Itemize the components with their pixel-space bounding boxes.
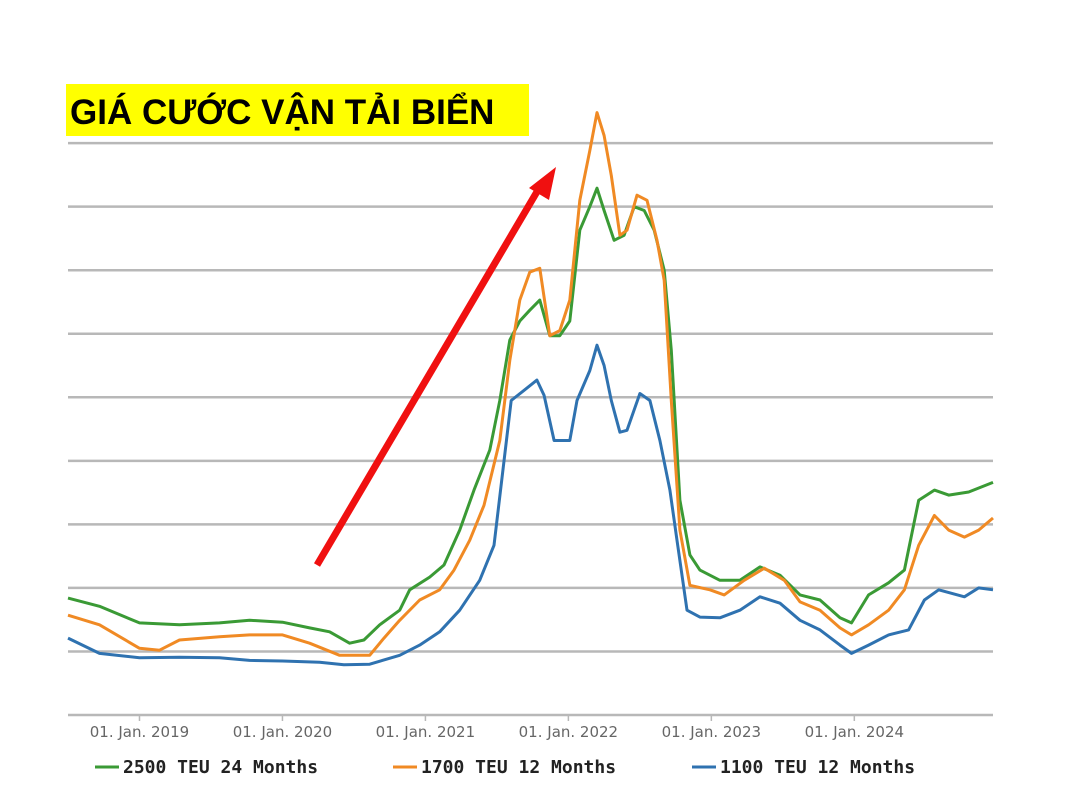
x-tick-label: 01. Jan. 2023 — [662, 723, 761, 741]
arrow-shaft — [313, 188, 542, 567]
chart-title: GIÁ CƯỚC VẬN TẢI BIỂN — [70, 92, 494, 132]
legend-label: 1700 TEU 12 Months — [421, 757, 616, 778]
x-tick-label: 01. Jan. 2020 — [233, 723, 332, 741]
arrow-head — [529, 167, 556, 200]
title-highlight — [66, 84, 529, 136]
legend-label: 1100 TEU 12 Months — [720, 757, 915, 778]
series-line — [67, 186, 994, 645]
x-tick-label: 01. Jan. 2022 — [519, 723, 618, 741]
arrow — [313, 167, 556, 567]
legend: 2500 TEU 24 Months 1700 TEU 12 Months 1100… — [95, 757, 915, 778]
grid — [68, 141, 993, 717]
x-tick-label: 01. Jan. 2024 — [805, 723, 904, 741]
x-tick-label: 01. Jan. 2021 — [376, 723, 475, 741]
lines — [67, 111, 994, 667]
x-axis: 01. Jan. 2019 01. Jan. 2020 01. Jan. 2021 0… — [90, 715, 904, 741]
series-line — [67, 111, 994, 657]
legend-label: 2500 TEU 24 Months — [123, 757, 318, 778]
series-line — [67, 343, 994, 667]
x-tick-label: 01. Jan. 2019 — [90, 723, 189, 741]
